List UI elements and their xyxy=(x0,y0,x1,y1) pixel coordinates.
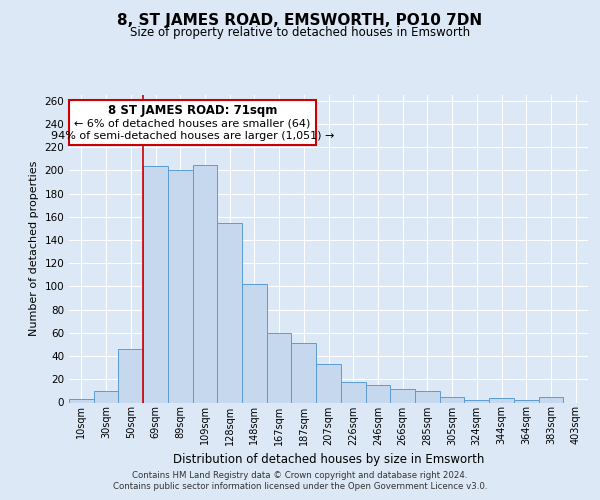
X-axis label: Distribution of detached houses by size in Emsworth: Distribution of detached houses by size … xyxy=(173,453,484,466)
Bar xyxy=(292,344,316,402)
Text: Contains public sector information licensed under the Open Government Licence v3: Contains public sector information licen… xyxy=(113,482,487,491)
Text: Contains HM Land Registry data © Crown copyright and database right 2024.: Contains HM Land Registry data © Crown c… xyxy=(132,471,468,480)
Bar xyxy=(365,385,390,402)
Bar xyxy=(514,400,539,402)
Text: Size of property relative to detached houses in Emsworth: Size of property relative to detached ho… xyxy=(130,26,470,39)
Bar xyxy=(440,396,464,402)
Bar xyxy=(69,399,94,402)
Text: 8, ST JAMES ROAD, EMSWORTH, PO10 7DN: 8, ST JAMES ROAD, EMSWORTH, PO10 7DN xyxy=(118,12,482,28)
Bar xyxy=(168,170,193,402)
FancyBboxPatch shape xyxy=(69,100,316,145)
Text: ← 6% of detached houses are smaller (64): ← 6% of detached houses are smaller (64) xyxy=(74,118,311,128)
Text: 94% of semi-detached houses are larger (1,051) →: 94% of semi-detached houses are larger (… xyxy=(51,131,334,141)
Bar xyxy=(415,391,440,402)
Y-axis label: Number of detached properties: Number of detached properties xyxy=(29,161,39,336)
Bar xyxy=(341,382,365,402)
Bar xyxy=(242,284,267,403)
Bar xyxy=(464,400,489,402)
Bar xyxy=(539,396,563,402)
Bar xyxy=(267,333,292,402)
Bar xyxy=(489,398,514,402)
Bar xyxy=(143,166,168,402)
Bar xyxy=(118,349,143,403)
Bar xyxy=(217,222,242,402)
Text: 8 ST JAMES ROAD: 71sqm: 8 ST JAMES ROAD: 71sqm xyxy=(108,104,277,118)
Bar xyxy=(193,164,217,402)
Bar xyxy=(94,391,118,402)
Bar xyxy=(390,388,415,402)
Bar xyxy=(316,364,341,403)
